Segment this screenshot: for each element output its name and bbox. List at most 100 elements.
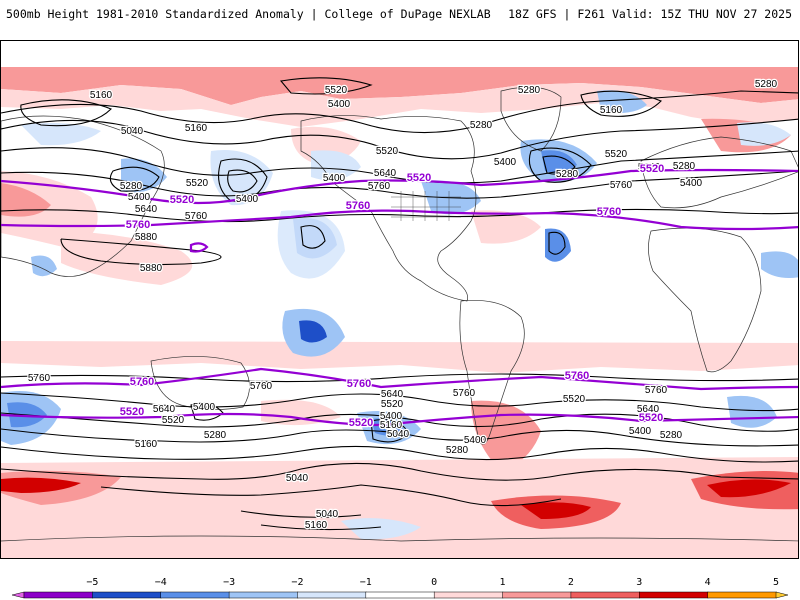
colorbar-tick-label: −4 <box>155 577 167 588</box>
negative-anomaly-north-pacific <box>21 123 101 146</box>
colorbar-tick-label: −3 <box>223 577 235 588</box>
colorbar-tick-label: −2 <box>291 577 303 588</box>
height-contour-label: 5040 <box>316 509 339 520</box>
positive-anomaly-antarctic-b-core <box>707 479 791 498</box>
height-contour-label: 5160 <box>185 123 208 134</box>
contour-low-arctic <box>580 90 662 117</box>
height-contour-label: 5880 <box>135 232 158 243</box>
height-contour-label: 5760 <box>368 181 391 192</box>
height-contour-label: 5400 <box>494 157 517 168</box>
negative-anomaly-antarctic-blue <box>341 518 421 540</box>
contour-north-5400 <box>1 118 798 160</box>
height-contour-label: 5400 <box>380 411 403 422</box>
africa-outline <box>648 227 762 373</box>
colorbar-bin <box>228 591 299 599</box>
contour-south-5040b <box>240 510 362 518</box>
colorbar-tick-label: −5 <box>86 577 98 588</box>
reference-contour-label: 5520 <box>640 163 664 175</box>
height-contour-label: 5280 <box>673 161 696 172</box>
contour-north-5520 <box>1 147 798 184</box>
contour-north-5640 <box>1 170 798 199</box>
height-contour-label: 5400 <box>323 173 346 184</box>
negative-anomaly-canada <box>311 150 361 181</box>
colorbar-bin <box>775 591 789 599</box>
height-contour-label: 5280 <box>660 430 683 441</box>
purple-label-layer: 5520 5520 5520 5760 5760 5760 5760 5760 5760 5520… <box>119 162 666 431</box>
height-contour-label: 5040 <box>286 473 309 484</box>
colorbar-tick-label: 4 <box>705 577 711 588</box>
colorbar-bin <box>433 591 504 599</box>
contour-south-5280 <box>1 445 798 463</box>
contour-low-atlantic <box>548 231 566 255</box>
height-contour-label: 5280 <box>556 169 579 180</box>
negative-anomaly-scandinavia <box>737 122 791 146</box>
contour-low-greenland-inner <box>542 155 576 175</box>
height-contour-label: 5280 <box>204 430 227 441</box>
positive-anomaly-asia-core <box>1 183 51 217</box>
height-contour-label: 5520 <box>162 415 185 426</box>
reference-contour-label: 5520 <box>407 172 431 184</box>
height-contour-label: 5760 <box>453 388 476 399</box>
height-contour-label: 5400 <box>236 194 259 205</box>
reference-contour-label: 5760 <box>126 219 150 231</box>
height-contour-label: 5400 <box>328 99 351 110</box>
australia-outline <box>150 356 250 410</box>
height-contour-label: 5400 <box>193 402 216 413</box>
colorbar-bin <box>502 591 572 599</box>
height-contour-label: 5280 <box>120 181 143 192</box>
colorbar-ticks: −5 −4 −3 −2 −1 0 1 2 3 4 5 <box>86 577 779 588</box>
height-contour-label: 5280 <box>518 85 541 96</box>
negative-anomaly-east-pacific-halo <box>277 210 345 279</box>
height-contour-label: 5400 <box>680 178 703 189</box>
height-contour-label: 5880 <box>140 263 163 274</box>
height-contour-label: 5640 <box>637 404 660 415</box>
height-contour-label: 5040 <box>121 126 144 137</box>
negative-anomaly-arctic <box>597 90 647 113</box>
height-contour-label: 5760 <box>645 385 668 396</box>
contour-south-5160b <box>260 524 382 531</box>
reference-contour-label: 5520 <box>639 412 663 424</box>
reference-contour-label: 5760 <box>565 370 589 382</box>
positive-anomaly-mid-south <box>261 399 341 426</box>
map-panel[interactable]: 5160 5040 5160 5520 5400 5280 5280 5160 5280 5520… <box>0 40 799 559</box>
reference-contour-label: 5520 <box>120 406 144 418</box>
colorbar-bin <box>297 591 367 599</box>
height-contour-label: 5760 <box>28 373 51 384</box>
height-contour-label: 5400 <box>629 426 652 437</box>
height-contour-label: 5520 <box>605 149 628 160</box>
positive-anomaly-tropics <box>61 231 193 285</box>
positive-anomaly-southern <box>1 457 798 558</box>
height-contour-label: 5160 <box>135 439 158 450</box>
reference-contour-label: 5520 <box>170 194 194 206</box>
colorbar-bin <box>11 591 25 599</box>
purple-5880-closed <box>189 242 209 253</box>
reference-contour-label: 5760 <box>346 200 370 212</box>
negative-anomaly-arabia <box>761 251 798 278</box>
colorbar-legend: −5 −4 −3 −2 −1 0 1 2 3 4 5 <box>0 570 800 600</box>
height-contour-label: 5400 <box>464 435 487 446</box>
height-contour-label: 5040 <box>387 429 410 440</box>
reference-contour-label: 5520 <box>349 417 373 429</box>
positive-anomaly-atlantic <box>471 210 541 244</box>
colorbar-tick-label: 3 <box>636 577 642 588</box>
contour-north-5280 <box>1 90 798 134</box>
contour-low-siberia <box>20 99 112 127</box>
purple-5760-north <box>1 209 798 231</box>
height-contour-label: 5520 <box>376 146 399 157</box>
negative-anomaly-india <box>31 255 57 277</box>
colorbar-bin <box>92 591 162 599</box>
purple-5520-north <box>1 168 798 205</box>
colorbar-bin <box>160 591 230 599</box>
height-contour-label: 5280 <box>755 79 778 90</box>
reference-contour-label: 5760 <box>597 206 621 218</box>
purple-5760-south <box>1 367 798 391</box>
height-contour-label: 5160 <box>600 105 623 116</box>
map-title: 500mb Height 1981-2010 Standardized Anom… <box>6 7 491 21</box>
reference-contour-label: 5760 <box>347 378 371 390</box>
contour-low-alaska-inner <box>227 169 258 193</box>
europe-outline <box>640 136 798 209</box>
contour-south-5040 <box>100 484 562 507</box>
height-contour-label: 5760 <box>610 180 633 191</box>
contour-south-low <box>370 418 410 443</box>
